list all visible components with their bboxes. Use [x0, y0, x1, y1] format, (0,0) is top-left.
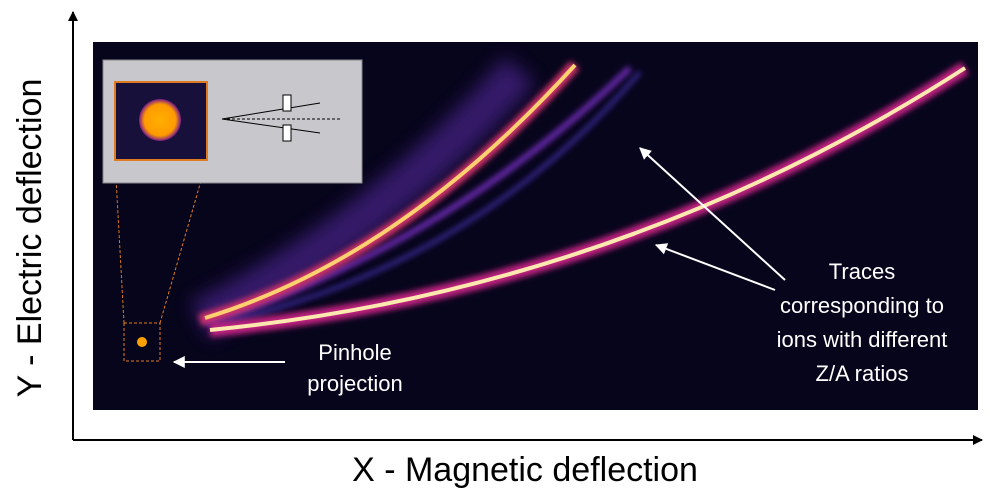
annotation-line: Pinhole: [318, 340, 391, 365]
annotation-line: projection: [307, 371, 402, 396]
zoom-line: [114, 159, 125, 324]
annotation-line: Traces: [829, 259, 895, 284]
inset-spot: [139, 99, 181, 141]
trace-core: [209, 66, 967, 332]
trace: [209, 70, 642, 327]
pinhole-box: [123, 322, 161, 362]
trace-core: [204, 63, 577, 320]
pinhole-spot: [137, 337, 147, 347]
annotation-arrow: [639, 147, 786, 281]
zoom-line: [159, 159, 208, 324]
annotation-line: Z/A ratios: [816, 361, 909, 386]
y-axis-label: Y - Electric deflection: [11, 79, 49, 398]
trace-haze: [191, 56, 536, 338]
pinhole-annotation: Pinhole projection: [307, 340, 402, 396]
traces: [191, 56, 969, 338]
annotation-line: corresponding to: [780, 293, 944, 318]
annotation-arrow: [654, 243, 776, 291]
x-axis-label: X - Magnetic deflection: [352, 451, 698, 489]
annotation-line: ions with different: [777, 327, 948, 352]
traces-annotation: Traces corresponding to ions with differen…: [777, 259, 948, 386]
pinhole-sketch: [221, 94, 342, 142]
